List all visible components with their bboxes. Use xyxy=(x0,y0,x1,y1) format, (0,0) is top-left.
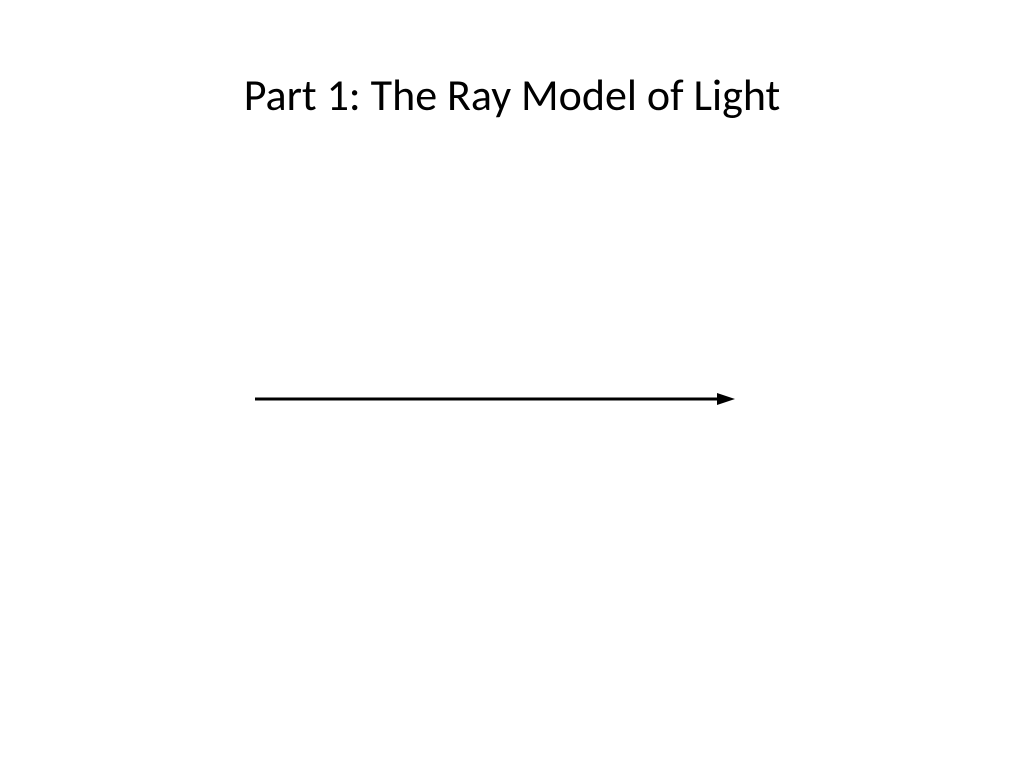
slide-title: Part 1: The Ray Model of Light xyxy=(0,68,1024,122)
ray-arrow xyxy=(233,377,757,421)
arrow-svg xyxy=(233,377,757,421)
